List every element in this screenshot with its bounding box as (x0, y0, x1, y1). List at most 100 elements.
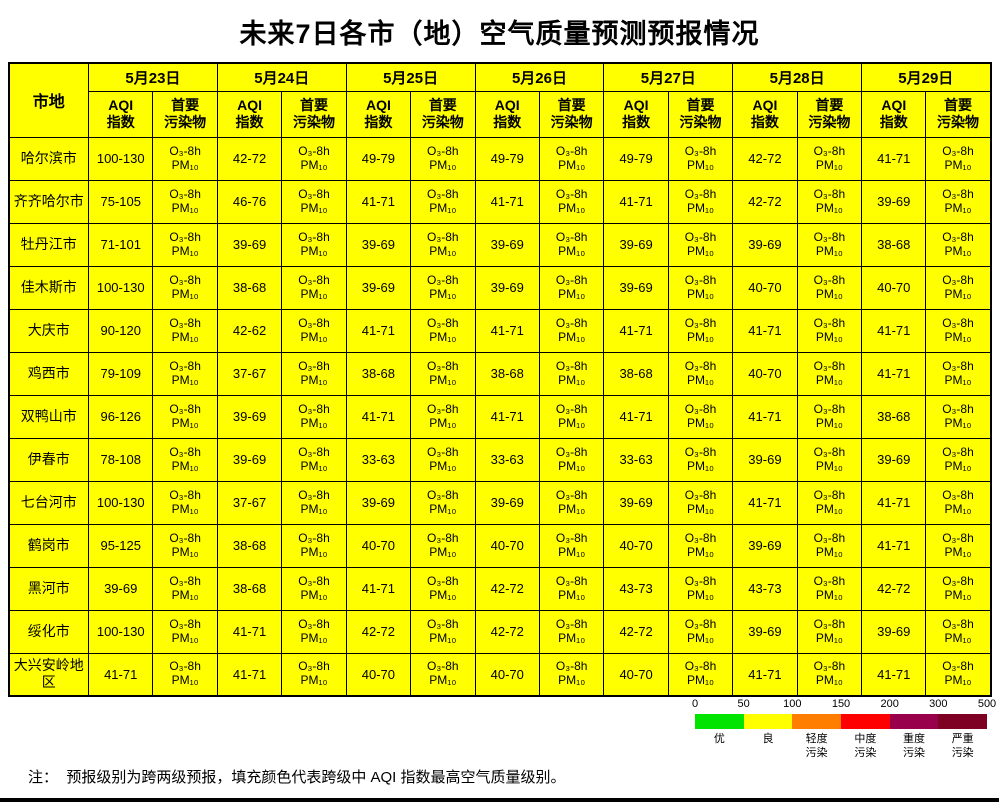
pollutant-cell: O₃-8h PM₁₀ (667, 179, 734, 224)
pollutant-cell: O₃-8h PM₁₀ (925, 136, 991, 181)
aqi-value-cell: 41-71 (474, 308, 540, 353)
primary-pollutant-header: 首要 污染物 (796, 90, 863, 138)
bottom-border-line (0, 798, 999, 802)
aqi-value-cell: 38-68 (861, 394, 927, 439)
city-name: 大兴安岭地区 (8, 652, 89, 697)
pollutant-cell: O₃-8h PM₁₀ (152, 351, 218, 396)
legend-level-label: 轻度 污染 (805, 733, 828, 759)
aqi-value-cell: 41-71 (861, 480, 927, 525)
legend-level-label: 良 (762, 733, 774, 745)
pollutant-cell: O₃-8h PM₁₀ (667, 265, 734, 310)
aqi-value-cell: 39-69 (345, 222, 412, 267)
forecast-table: 市地 5月23日 5月24日 5月25日 5月26日 5月27日 5月28日 5月29日 A… (7, 62, 992, 697)
aqi-value-cell: 41-71 (861, 351, 927, 396)
pollutant-cell: O₃-8h PM₁₀ (667, 652, 734, 697)
primary-pollutant-header: 首要 污染物 (410, 90, 476, 138)
city-name: 绥化市 (8, 609, 89, 654)
pollutant-cell: O₃-8h PM₁₀ (925, 394, 991, 439)
date-header: 5月29日 (861, 62, 991, 92)
aqi-value-cell: 41-71 (345, 179, 412, 224)
aqi-value-cell: 40-70 (603, 652, 669, 697)
aqi-value-cell: 41-71 (603, 308, 669, 353)
pollutant-cell: O₃-8h PM₁₀ (667, 566, 734, 611)
table-row: 伊春市 78-108 O₃-8h PM₁₀ 39-69 O₃-8h PM₁₀ 33-63 O₃-… (8, 437, 991, 482)
pollutant-cell: O₃-8h PM₁₀ (925, 566, 991, 611)
pollutant-cell: O₃-8h PM₁₀ (667, 308, 734, 353)
city-name: 齐齐哈尔市 (8, 179, 89, 224)
pollutant-cell: O₃-8h PM₁₀ (796, 523, 863, 568)
pollutant-cell: O₃-8h PM₁₀ (796, 394, 863, 439)
legend-level-label: 严重 污染 (951, 733, 974, 759)
city-name: 牡丹江市 (8, 222, 89, 267)
aqi-value-cell: 71-101 (87, 222, 154, 267)
aqi-value-cell: 41-71 (732, 394, 798, 439)
aqi-value-cell: 39-69 (345, 480, 412, 525)
aqi-value-cell: 41-71 (732, 308, 798, 353)
aqi-value-cell: 41-71 (603, 394, 669, 439)
aqi-value-cell: 37-67 (216, 480, 283, 525)
table-row: 牡丹江市 71-101 O₃-8h PM₁₀ 39-69 O₃-8h PM₁₀ 39-69 O₃… (8, 222, 991, 267)
aqi-value-cell: 41-71 (216, 652, 283, 697)
legend-level-label: 重度 污染 (903, 733, 926, 759)
aqi-index-header: AQI 指数 (87, 90, 154, 138)
aqi-value-cell: 38-68 (216, 566, 283, 611)
aqi-value-cell: 39-69 (474, 265, 540, 310)
primary-pollutant-header: 首要 污染物 (667, 90, 734, 138)
table-row: 大庆市 90-120 O₃-8h PM₁₀ 42-62 O₃-8h PM₁₀ 41-71 O₃-… (8, 308, 991, 353)
aqi-value-cell: 43-73 (732, 566, 798, 611)
pollutant-cell: O₃-8h PM₁₀ (410, 265, 476, 310)
aqi-value-cell: 79-109 (87, 351, 154, 396)
legend-tick-scale: 0 50 100 150 200 300 500 (691, 698, 996, 712)
aqi-value-cell: 90-120 (87, 308, 154, 353)
city-name: 鹤岗市 (8, 523, 89, 568)
pollutant-cell: O₃-8h PM₁₀ (410, 480, 476, 525)
pollutant-cell: O₃-8h PM₁₀ (667, 351, 734, 396)
aqi-value-cell: 43-73 (603, 566, 669, 611)
pollutant-cell: O₃-8h PM₁₀ (538, 351, 605, 396)
aqi-value-cell: 49-79 (345, 136, 412, 181)
aqi-value-cell: 33-63 (603, 437, 669, 482)
aqi-value-cell: 75-105 (87, 179, 154, 224)
aqi-value-cell: 41-71 (345, 394, 412, 439)
pollutant-cell: O₃-8h PM₁₀ (796, 265, 863, 310)
aqi-value-cell: 100-130 (87, 609, 154, 654)
pollutant-cell: O₃-8h PM₁₀ (152, 566, 218, 611)
pollutant-cell: O₃-8h PM₁₀ (281, 394, 347, 439)
aqi-value-cell: 39-69 (861, 179, 927, 224)
pollutant-cell: O₃-8h PM₁₀ (281, 609, 347, 654)
aqi-value-cell: 39-69 (861, 609, 927, 654)
pollutant-cell: O₃-8h PM₁₀ (281, 308, 347, 353)
aqi-value-cell: 33-63 (345, 437, 412, 482)
pollutant-cell: O₃-8h PM₁₀ (925, 308, 991, 353)
pollutant-cell: O₃-8h PM₁₀ (152, 609, 218, 654)
pollutant-cell: O₃-8h PM₁₀ (667, 222, 734, 267)
table-row: 大兴安岭地区 41-71 O₃-8h PM₁₀ 41-71 O₃-8h PM₁₀ 40-70 O… (8, 652, 991, 697)
table-row: 绥化市 100-130 O₃-8h PM₁₀ 41-71 O₃-8h PM₁₀ 42-72 O₃… (8, 609, 991, 654)
pollutant-cell: O₃-8h PM₁₀ (796, 566, 863, 611)
pollutant-cell: O₃-8h PM₁₀ (410, 652, 476, 697)
aqi-value-cell: 39-69 (345, 265, 412, 310)
legend-tick: 50 (737, 698, 750, 710)
pollutant-cell: O₃-8h PM₁₀ (796, 308, 863, 353)
pollutant-cell: O₃-8h PM₁₀ (925, 652, 991, 697)
aqi-value-cell: 41-71 (345, 308, 412, 353)
pollutant-cell: O₃-8h PM₁₀ (281, 566, 347, 611)
aqi-value-cell: 41-71 (603, 179, 669, 224)
legend-tick: 0 (691, 698, 699, 710)
pollutant-cell: O₃-8h PM₁₀ (281, 179, 347, 224)
aqi-value-cell: 39-69 (474, 222, 540, 267)
legend-color-segment (743, 714, 793, 729)
pollutant-cell: O₃-8h PM₁₀ (538, 222, 605, 267)
pollutant-cell: O₃-8h PM₁₀ (925, 179, 991, 224)
pollutant-cell: O₃-8h PM₁₀ (796, 222, 863, 267)
aqi-value-cell: 49-79 (603, 136, 669, 181)
table-row: 哈尔滨市 100-130 O₃-8h PM₁₀ 42-72 O₃-8h PM₁₀ 49-79 O… (8, 136, 991, 181)
aqi-index-header: AQI 指数 (216, 90, 283, 138)
pollutant-cell: O₃-8h PM₁₀ (538, 480, 605, 525)
legend-color-segment (792, 714, 842, 729)
aqi-value-cell: 37-67 (216, 351, 283, 396)
aqi-value-cell: 100-130 (87, 265, 154, 310)
pollutant-cell: O₃-8h PM₁₀ (152, 394, 218, 439)
table-row: 鹤岗市 95-125 O₃-8h PM₁₀ 38-68 O₃-8h PM₁₀ 40-70 O₃-… (8, 523, 991, 568)
